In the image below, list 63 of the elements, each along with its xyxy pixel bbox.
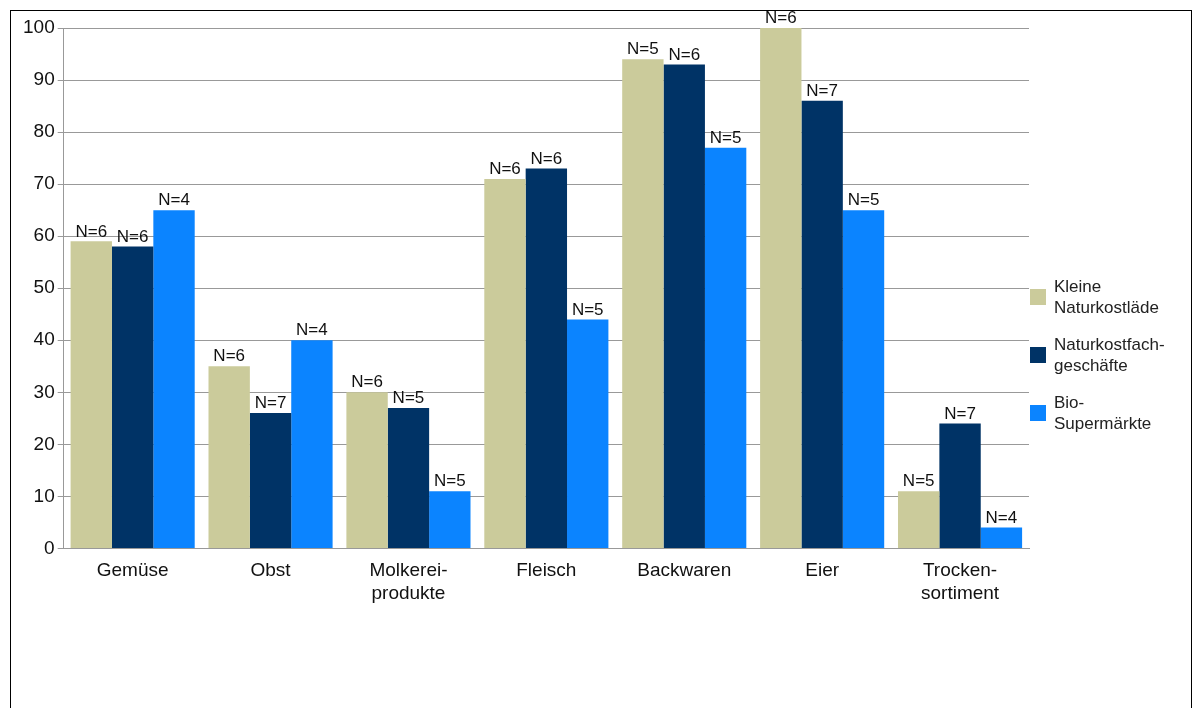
y-tick-label: 20 — [33, 432, 55, 454]
y-tick-label: 50 — [33, 276, 55, 298]
annotation: N=6 — [351, 372, 383, 392]
y-tick-label: 0 — [44, 536, 55, 558]
bar — [346, 392, 388, 548]
text: N=6 — [764, 8, 797, 28]
annotation: N=7 — [806, 81, 838, 101]
bar — [153, 210, 195, 548]
annotation: N=6 — [213, 346, 246, 366]
bar — [622, 59, 664, 548]
x-tick-label: Trocken- sortiment — [920, 559, 1000, 603]
bar — [525, 168, 568, 548]
bar — [980, 527, 1023, 548]
annotation: N=5 — [627, 39, 659, 59]
x-tick-label: Molkerei- produkte — [369, 559, 448, 603]
annotation: N=4 — [985, 507, 1018, 527]
bar — [249, 413, 292, 548]
annotation: N=5 — [847, 190, 880, 210]
bar — [760, 28, 802, 548]
bar — [387, 407, 430, 548]
annotation: N=6 — [668, 44, 701, 64]
bar — [429, 491, 471, 548]
y-tick-label: 40 — [33, 328, 55, 350]
bar — [208, 366, 250, 548]
annotation: N=5 — [392, 388, 425, 408]
annotation: N=5 — [433, 471, 466, 491]
bar — [70, 241, 112, 548]
annotation: N=5 — [902, 471, 935, 491]
annotation: N=5 — [571, 299, 604, 319]
annotation: N=7 — [944, 403, 976, 423]
legend-label: Kleine Naturkostläde — [1054, 276, 1159, 318]
bar — [663, 64, 705, 548]
annotation: N=4 — [158, 190, 190, 210]
y-tick-label: 90 — [33, 68, 55, 90]
annotation: N=6 — [75, 221, 108, 241]
bar — [111, 246, 154, 548]
y-tick-label: 60 — [33, 224, 55, 246]
annotation: N=7 — [254, 393, 287, 413]
bar — [567, 319, 609, 548]
annotation: N=6 — [116, 226, 149, 246]
bar — [291, 340, 333, 548]
bar — [704, 147, 747, 548]
legend-label: Naturkostfach- geschäfte — [1054, 334, 1165, 376]
y-tick-label: 10 — [33, 484, 55, 506]
x-tick-label: Fleisch — [516, 559, 577, 581]
bar — [801, 100, 843, 548]
annotation: N=4 — [296, 320, 328, 340]
x-tick-label: Backwaren — [637, 559, 732, 581]
y-tick-label: 80 — [33, 120, 55, 142]
x-tick-label: Obst — [250, 559, 292, 581]
bar — [484, 178, 526, 548]
annotation: N=5 — [709, 127, 742, 147]
x-tick-label: Gemüse — [96, 559, 169, 581]
y-tick-label: 70 — [33, 172, 55, 194]
annotation: N=6 — [489, 159, 521, 179]
y-tick-label: 100 — [23, 16, 55, 38]
x-tick-label: Eier — [805, 559, 840, 581]
bar — [898, 491, 940, 548]
bar — [939, 423, 981, 548]
legend-label: Bio- Supermärkte — [1054, 392, 1152, 434]
annotation: N=6 — [530, 148, 563, 168]
bar — [842, 210, 885, 548]
y-tick-label: 30 — [33, 380, 55, 402]
